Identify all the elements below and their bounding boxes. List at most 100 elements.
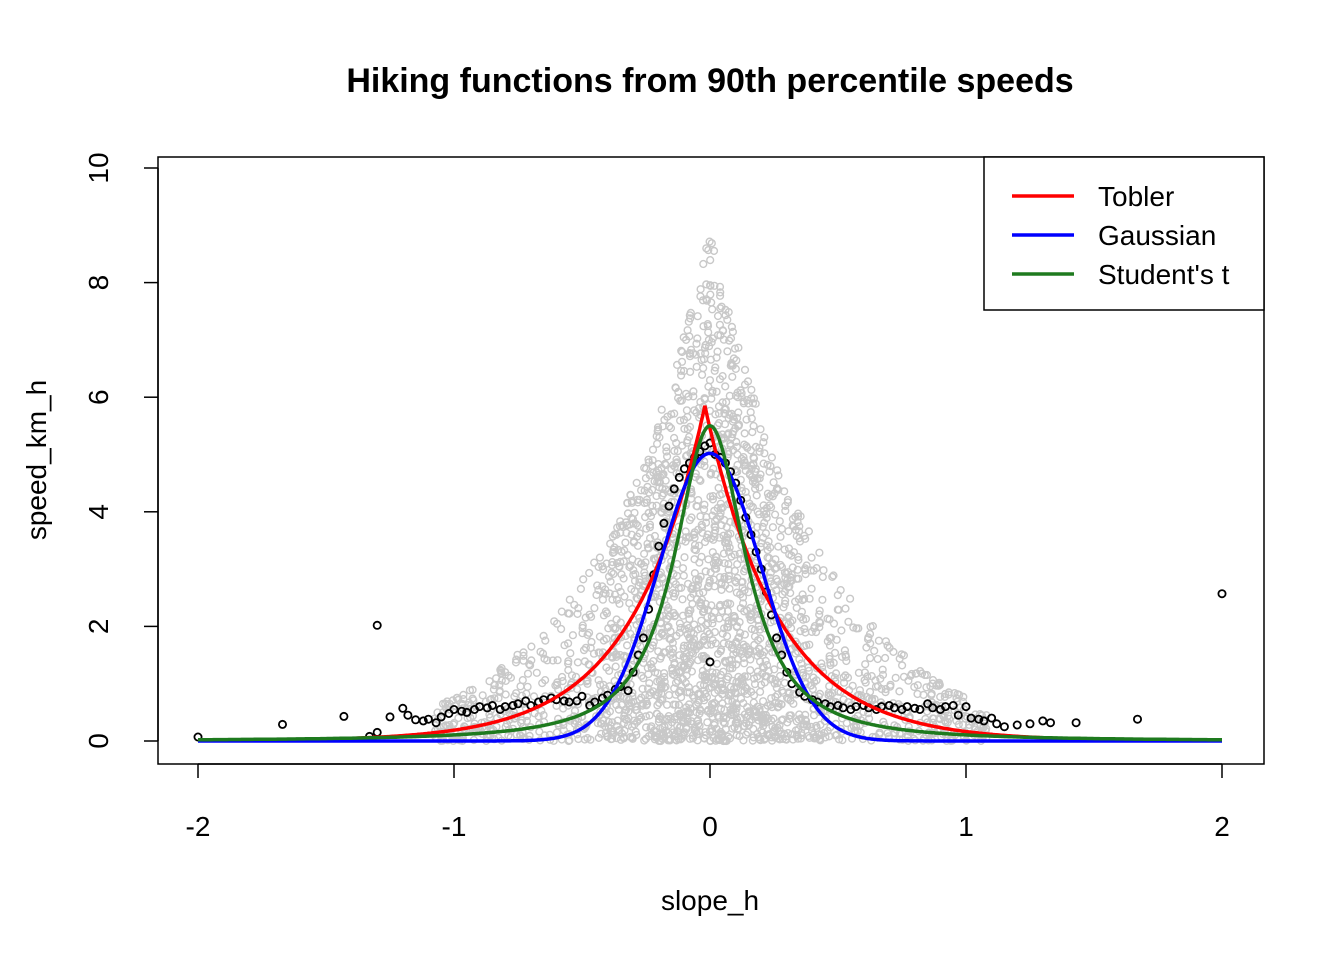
background-point <box>711 680 720 690</box>
background-point <box>636 486 646 495</box>
curve-gaussian <box>198 451 1222 743</box>
percentile-point <box>674 472 684 482</box>
background-point <box>670 612 679 621</box>
background-point <box>701 341 710 350</box>
background-point <box>652 501 661 510</box>
background-point <box>448 696 457 705</box>
background-point <box>739 736 748 745</box>
background-point <box>758 697 768 706</box>
background-point <box>722 398 731 407</box>
background-point <box>804 527 814 536</box>
background-point <box>812 723 821 733</box>
background-point <box>836 585 845 595</box>
background-point <box>805 640 814 649</box>
background-point <box>726 361 735 370</box>
y-tick-label: 4 <box>83 504 114 520</box>
background-point <box>450 718 459 728</box>
background-point <box>642 524 651 533</box>
background-point <box>495 686 504 695</box>
background-point <box>723 599 732 608</box>
background-point <box>716 288 725 297</box>
background-point <box>818 595 827 604</box>
background-point <box>825 652 834 661</box>
background-point <box>701 599 710 609</box>
background-point <box>703 583 713 592</box>
background-point <box>713 421 722 430</box>
background-point <box>641 558 650 567</box>
background-point <box>670 446 679 456</box>
background-point <box>726 710 735 719</box>
background-point <box>771 555 780 564</box>
background-point <box>590 558 599 567</box>
background-point <box>529 692 539 701</box>
background-point <box>802 561 811 570</box>
background-point <box>694 404 704 413</box>
background-point <box>839 673 848 682</box>
background-point <box>738 593 748 602</box>
background-point <box>685 633 694 642</box>
background-point <box>799 641 809 651</box>
background-point <box>636 559 646 569</box>
background-point <box>733 560 742 569</box>
background-point <box>688 349 698 358</box>
background-point <box>796 626 805 636</box>
background-point <box>459 690 468 700</box>
background-point <box>687 717 696 726</box>
background-point <box>592 590 601 600</box>
background-point <box>649 554 658 563</box>
background-point <box>598 565 608 574</box>
background-point <box>742 719 751 728</box>
background-point <box>781 506 790 516</box>
background-point <box>755 443 764 453</box>
background-point <box>677 347 687 357</box>
background-point <box>864 714 874 723</box>
background-point <box>747 465 756 474</box>
background-point <box>739 461 749 470</box>
background-point <box>706 281 715 291</box>
background-point <box>701 518 711 527</box>
background-point <box>701 567 710 576</box>
background-point <box>592 712 601 721</box>
background-point <box>746 666 755 675</box>
percentile-point <box>961 702 971 712</box>
background-point <box>703 718 712 727</box>
background-point <box>625 701 634 711</box>
background-point <box>769 478 778 487</box>
background-point <box>716 504 726 513</box>
background-point <box>578 623 587 633</box>
background-point <box>661 648 670 657</box>
background-point <box>649 637 658 647</box>
background-point <box>806 566 816 575</box>
background-point <box>862 643 871 652</box>
background-point <box>523 682 532 691</box>
background-point <box>559 726 569 735</box>
background-point <box>626 561 635 570</box>
background-point <box>690 555 699 564</box>
background-point <box>581 613 590 622</box>
background-point <box>640 571 650 580</box>
background-point <box>959 720 968 730</box>
percentile-point <box>659 518 669 528</box>
background-point <box>753 702 762 711</box>
background-point <box>691 685 701 694</box>
x-tick-label: 2 <box>1214 811 1230 842</box>
background-point <box>721 382 730 391</box>
background-point <box>785 711 794 720</box>
background-point <box>699 259 708 269</box>
background-point <box>794 555 803 565</box>
background-point <box>874 636 884 645</box>
background-point <box>881 637 891 646</box>
background-point <box>691 546 701 555</box>
background-point <box>806 681 815 690</box>
background-point <box>645 679 654 688</box>
background-point <box>751 713 761 722</box>
background-point <box>805 594 814 603</box>
background-point <box>718 372 727 381</box>
background-point <box>662 700 672 709</box>
background-point <box>583 679 592 688</box>
background-point <box>675 416 685 425</box>
background-point <box>782 693 792 703</box>
background-point <box>649 468 658 477</box>
background-point <box>777 700 786 709</box>
background-point <box>710 281 719 290</box>
